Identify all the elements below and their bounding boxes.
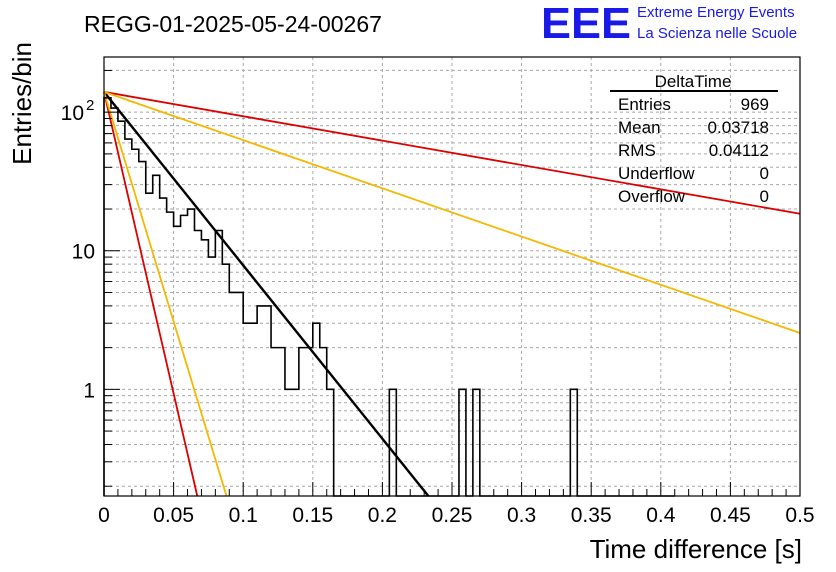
y-tick-label: 1 — [83, 379, 95, 402]
fit-line-5 — [103, 91, 228, 497]
eee-logo-mark: EEE — [541, 0, 631, 48]
grid — [104, 57, 800, 496]
fit-lines — [103, 91, 801, 497]
y-tick-label: 10 — [61, 102, 84, 125]
x-tick-label: 0.4 — [646, 504, 676, 527]
stats-box-title: DeltaTime — [655, 72, 732, 91]
x-tick-label: 0.2 — [368, 504, 397, 527]
chart-title: REGG-01-2025-05-24-00267 — [84, 11, 382, 37]
x-tick-label: 0.5 — [785, 504, 814, 527]
stats-row-value: 0.03718 — [708, 118, 769, 137]
stats-row-value: 0 — [760, 187, 769, 206]
x-tick-label: 0.3 — [507, 504, 536, 527]
fit-line-2 — [103, 91, 801, 215]
stats-box: DeltaTime Entries 969 Mean 0.03718 RMS 0.0411… — [610, 72, 778, 206]
stats-row-value: 0.04112 — [709, 141, 769, 160]
stats-row-label: Entries — [618, 95, 671, 114]
y-axis-label: Entries/bin — [7, 42, 37, 165]
stats-row-value: 969 — [741, 95, 769, 114]
stats-row-label: Mean — [618, 118, 661, 137]
x-tick-label: 0.25 — [432, 504, 473, 527]
eee-logo: EEE Extreme Energy Events La Scienza nel… — [541, 0, 797, 48]
x-axis-label: Time difference [s] — [590, 534, 802, 564]
fit-line-4 — [103, 91, 199, 497]
x-tick-label: 0.15 — [292, 504, 333, 527]
stats-row-label: RMS — [618, 141, 656, 160]
eee-logo-line1: Extreme Energy Events — [637, 4, 795, 21]
y-tick-label: 10 — [72, 241, 95, 264]
eee-logo-line2: La Scienza nelle Scuole — [637, 25, 797, 42]
x-tick-label: 0.1 — [229, 504, 258, 527]
x-tick-label: 0.05 — [153, 504, 194, 527]
stats-row-label: Underflow — [618, 164, 695, 183]
stats-box-rows: Entries 969 Mean 0.03718 RMS 0.04112 Underflow… — [618, 95, 769, 206]
x-tick-label: 0.45 — [710, 504, 751, 527]
stats-row-value: 0 — [760, 164, 769, 183]
fit-line-3 — [103, 91, 801, 334]
fit-line-1 — [103, 91, 430, 497]
x-tick-label: 0.35 — [571, 504, 612, 527]
histogram — [103, 96, 675, 497]
histogram-outline — [103, 96, 675, 497]
axes: 0 0.05 0.1 0.15 0.2 0.25 0.3 0.35 0.4 0.45 0.5 1 10 1… — [61, 69, 815, 527]
x-tick-label: 0 — [98, 504, 110, 527]
y-tick-exponent: 2 — [86, 97, 94, 114]
stats-row-label: Overflow — [618, 187, 686, 206]
